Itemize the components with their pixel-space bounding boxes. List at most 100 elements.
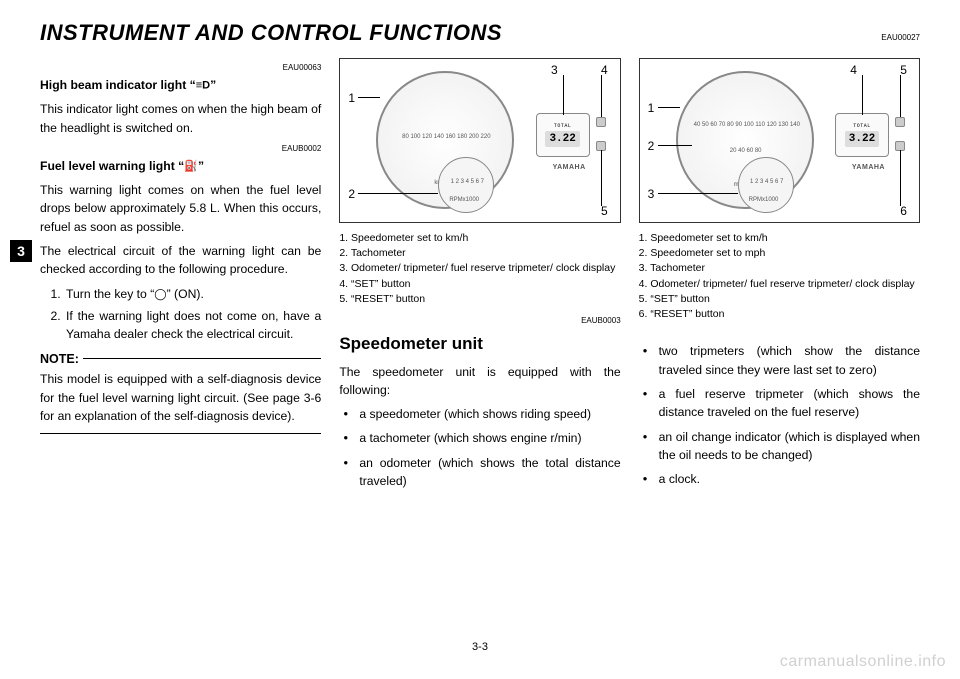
page-container: INSTRUMENT AND CONTROL FUNCTIONS EAU0002… xyxy=(0,0,960,679)
callout-leader-icon xyxy=(900,150,901,206)
dial-scale-mph-text: 20 40 60 80 xyxy=(714,147,778,156)
callout-leader-icon xyxy=(601,75,602,117)
feature-item: a fuel reserve tripmeter (which shows th… xyxy=(659,385,920,422)
high-beam-heading: High beam indicator light “≡D” xyxy=(40,76,321,94)
legend-item: 5. “RESET” button xyxy=(339,292,620,307)
column-center: 80 100 120 140 160 180 200 220 km/h 1 2 … xyxy=(339,58,620,496)
note-rule-icon xyxy=(83,358,321,359)
callout-leader-icon xyxy=(658,107,680,108)
callout-number: 2 xyxy=(348,185,355,203)
legend-item: 1. Speedometer set to km/h xyxy=(339,231,620,246)
legend-item: 5. “SET” button xyxy=(639,292,920,307)
odometer-value: 3.22 xyxy=(845,131,879,148)
content-columns: EAU00063 High beam indicator light “≡D ” … xyxy=(40,58,920,496)
callout-number: 4 xyxy=(601,61,608,79)
callout-leader-icon xyxy=(358,193,438,194)
feature-item: two tripmeters (which show the distance … xyxy=(659,342,920,379)
fuel-warning-text-1: This warning light comes on when the fue… xyxy=(40,181,321,236)
feature-item: a tachometer (which shows engine r/min) xyxy=(359,429,620,447)
odometer-display: TOTAL 3.22 xyxy=(835,113,889,157)
legend-item: 3. Odometer/ tripmeter/ fuel reserve tri… xyxy=(339,261,620,276)
legend-item: 6. “RESET” button xyxy=(639,307,920,322)
tacho-rpm-text: RPMx1000 xyxy=(449,196,479,205)
callout-leader-icon xyxy=(601,150,602,206)
high-beam-text: This indicator light comes on when the h… xyxy=(40,100,321,137)
code-ref: EAUB0002 xyxy=(40,143,321,155)
legend-item: 2. Tachometer xyxy=(339,246,620,261)
callout-leader-icon xyxy=(862,75,863,115)
speedometer-figure-kmh: 80 100 120 140 160 180 200 220 km/h 1 2 … xyxy=(339,58,620,223)
code-ref: EAUB0003 xyxy=(339,315,620,327)
fuel-warning-label: Fuel level warning light “ xyxy=(40,159,184,173)
dial-scale-text: 80 100 120 140 160 180 200 220 xyxy=(396,133,496,142)
key-on-icon: ◯ xyxy=(154,288,166,300)
note-label: NOTE: xyxy=(40,350,79,369)
step1-text-b: ” (ON). xyxy=(167,287,204,301)
step1-text-a: Turn the key to “ xyxy=(66,287,154,301)
fuel-warning-close: ” xyxy=(198,159,204,173)
high-beam-label: High beam indicator light “ xyxy=(40,78,196,92)
tacho-rpm-text: RPMx1000 xyxy=(749,196,779,205)
legend-item: 3. Tachometer xyxy=(639,261,920,276)
callout-number: 3 xyxy=(648,185,655,203)
procedure-step-1: Turn the key to “◯” (ON). xyxy=(64,285,321,303)
callout-number: 3 xyxy=(551,61,558,79)
page-header: INSTRUMENT AND CONTROL FUNCTIONS EAU0002… xyxy=(40,20,920,46)
watermark-text: carmanualsonline.info xyxy=(780,653,946,671)
tacho-scale-text: 1 2 3 4 5 6 7 xyxy=(447,178,487,187)
figure-legend: 1. Speedometer set to km/h 2. Tachometer… xyxy=(339,231,620,307)
legend-item: 2. Speedometer set to mph xyxy=(639,246,920,261)
set-button-graphic xyxy=(895,117,905,127)
legend-item: 4. Odometer/ tripmeter/ fuel reserve tri… xyxy=(639,277,920,292)
callout-number: 5 xyxy=(900,61,907,79)
column-left: EAU00063 High beam indicator light “≡D ” … xyxy=(40,58,321,496)
fuel-pump-icon: ⛽ xyxy=(184,160,198,172)
callout-number: 2 xyxy=(648,137,655,155)
column-right: 40 50 60 70 80 90 100 110 120 130 140 20… xyxy=(639,58,920,496)
set-button-graphic xyxy=(596,117,606,127)
callout-number: 4 xyxy=(850,61,857,79)
header-code: EAU00027 xyxy=(881,33,920,42)
page-number: 3-3 xyxy=(0,641,960,653)
brand-text: YAMAHA xyxy=(852,163,885,174)
feature-item: a speedometer (which shows riding speed) xyxy=(359,405,620,423)
feature-item: an oil change indicator (which is displa… xyxy=(659,428,920,465)
odometer-value: 3.22 xyxy=(545,131,579,148)
odometer-label: TOTAL xyxy=(554,123,572,131)
legend-item: 1. Speedometer set to km/h xyxy=(639,231,920,246)
callout-number: 6 xyxy=(900,202,907,220)
callout-number: 1 xyxy=(648,99,655,117)
speedometer-features-list-cont: two tripmeters (which show the distance … xyxy=(639,342,920,488)
feature-item: a clock. xyxy=(659,470,920,488)
callout-leader-icon xyxy=(358,97,380,98)
callout-leader-icon xyxy=(658,193,738,194)
odometer-display: TOTAL 3.22 xyxy=(536,113,590,157)
fuel-warning-heading: Fuel level warning light “⛽” xyxy=(40,157,321,175)
high-beam-icon: ≡D xyxy=(196,80,210,92)
note-text: This model is equipped with a self-diagn… xyxy=(40,370,321,425)
speedometer-intro: The speedometer unit is equipped with th… xyxy=(339,363,620,400)
procedure-step-2: If the warning light does not come on, h… xyxy=(64,307,321,344)
legend-item: 4. “SET” button xyxy=(339,277,620,292)
speedometer-features-list: a speedometer (which shows riding speed)… xyxy=(339,405,620,490)
feature-item: an odometer (which shows the total dista… xyxy=(359,454,620,491)
procedure-list: Turn the key to “◯” (ON). If the warning… xyxy=(40,285,321,344)
section-heading-speedometer: Speedometer unit xyxy=(339,331,620,357)
brand-text: YAMAHA xyxy=(553,163,586,174)
speedometer-figure-mph: 40 50 60 70 80 90 100 110 120 130 140 20… xyxy=(639,58,920,223)
callout-number: 1 xyxy=(348,89,355,107)
code-ref: EAU00063 xyxy=(40,62,321,74)
note-heading-row: NOTE: xyxy=(40,350,321,369)
callout-leader-icon xyxy=(563,75,564,115)
callout-number: 5 xyxy=(601,202,608,220)
figure-legend: 1. Speedometer set to km/h 2. Speedomete… xyxy=(639,231,920,322)
callout-leader-icon xyxy=(658,145,692,146)
chapter-tab: 3 xyxy=(10,240,32,262)
tachometer-dial: 1 2 3 4 5 6 7 RPMx1000 xyxy=(438,157,494,213)
tachometer-dial: 1 2 3 4 5 6 7 RPMx1000 xyxy=(738,157,794,213)
tacho-scale-text: 1 2 3 4 5 6 7 xyxy=(747,178,787,187)
dial-scale-kmh-text: 40 50 60 70 80 90 100 110 120 130 140 xyxy=(694,121,798,130)
callout-leader-icon xyxy=(900,75,901,117)
page-title: INSTRUMENT AND CONTROL FUNCTIONS xyxy=(40,20,502,46)
high-beam-close: ” xyxy=(210,78,216,92)
